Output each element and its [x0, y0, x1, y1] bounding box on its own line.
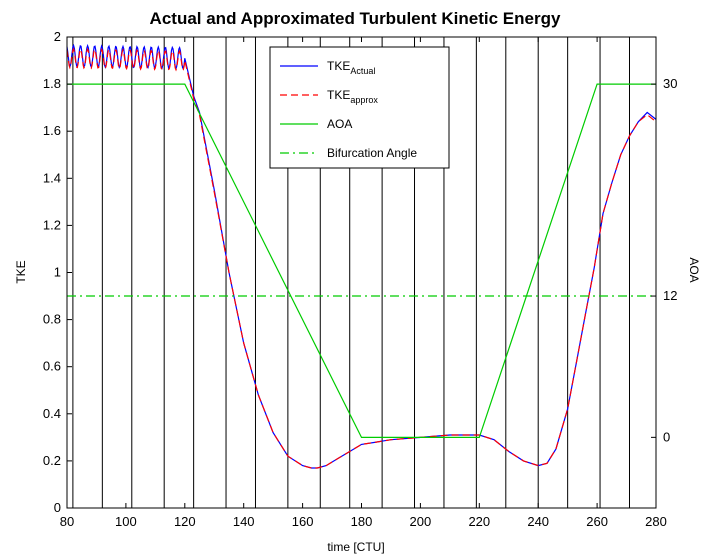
- x-tick-label: 180: [351, 514, 373, 529]
- x-tick-label: 220: [468, 514, 490, 529]
- y-tick-label: 1: [54, 265, 61, 280]
- legend-box: [269, 46, 450, 169]
- legend-label: AOA: [327, 117, 352, 131]
- legend-label-main: TKE: [327, 59, 350, 73]
- series-line-tke-approx: [66, 47, 657, 469]
- legend-label: TKEapprox: [327, 88, 378, 105]
- y-tick-label: 2: [54, 29, 61, 44]
- y-tick-label: 0.4: [43, 406, 61, 421]
- y-tick-label: 1.4: [43, 170, 61, 185]
- x-tick-label: 80: [60, 514, 74, 529]
- x-axis-label: time [CTU]: [327, 540, 384, 554]
- legend-label: Bifurcation Angle: [327, 146, 417, 160]
- x-tick-label: 240: [527, 514, 549, 529]
- y-tick-label: 1.8: [43, 76, 61, 91]
- y-tick-label: 0: [54, 500, 61, 515]
- y2-tick-label: 0: [663, 429, 670, 444]
- legend-label-subscript: approx: [350, 95, 378, 105]
- x-tick-label: 200: [410, 514, 432, 529]
- y2-tick-label: 30: [663, 76, 677, 91]
- y-axis-label: TKE: [14, 260, 28, 283]
- x-tick-label: 260: [586, 514, 608, 529]
- y2-axis-label: AOA: [687, 257, 701, 282]
- y-tick-label: 0.6: [43, 359, 61, 374]
- chart-title: Actual and Approximated Turbulent Kineti…: [150, 9, 561, 28]
- y-tick-label: 0.8: [43, 312, 61, 327]
- x-tick-label: 120: [174, 514, 196, 529]
- legend-label-main: Bifurcation Angle: [327, 146, 417, 160]
- y-tick-label: 1.6: [43, 123, 61, 138]
- x-tick-label: 100: [115, 514, 137, 529]
- legend-label-main: TKE: [327, 88, 350, 102]
- x-tick-label: 140: [233, 514, 255, 529]
- legend-label-subscript: Actual: [350, 66, 375, 76]
- legend-label-main: AOA: [327, 117, 352, 131]
- series-line-aoa: [67, 83, 656, 438]
- x-tick-label: 160: [292, 514, 314, 529]
- y2-tick-label: 12: [663, 288, 677, 303]
- x-tick-label: 280: [645, 514, 667, 529]
- legend-label: TKEActual: [327, 59, 375, 76]
- y-tick-label: 0.2: [43, 453, 61, 468]
- y-tick-label: 1.2: [43, 217, 61, 232]
